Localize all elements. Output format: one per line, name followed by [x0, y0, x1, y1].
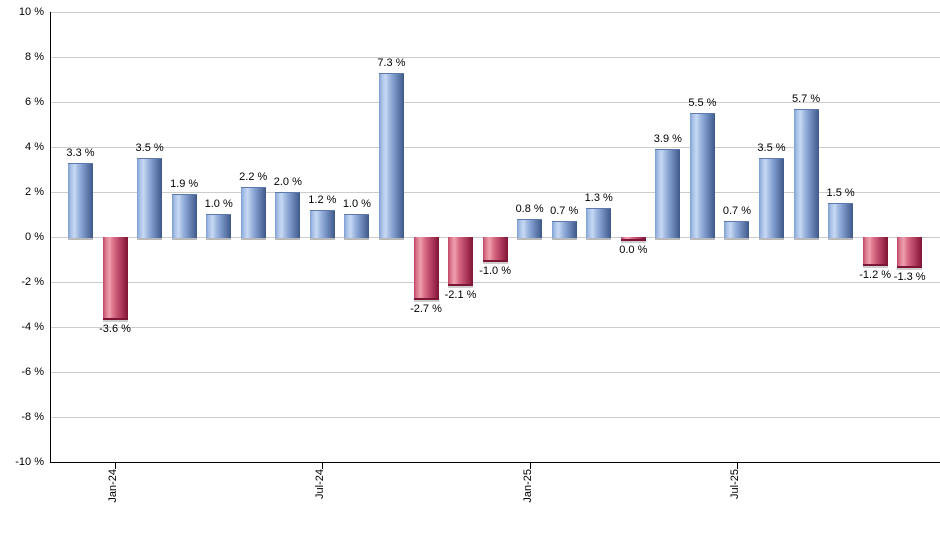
bar-Jan-24 — [102, 237, 128, 320]
y-axis-tick-label: -10 % — [15, 456, 44, 468]
bar-Nov-24 — [448, 237, 474, 286]
bar-value-label: 1.2 % — [308, 194, 337, 206]
bar-value-label: -2.7 % — [410, 303, 442, 315]
bar-value-label: 3.5 % — [135, 142, 164, 154]
y-axis-tick-label: 0 % — [25, 231, 44, 243]
bar-value-label: -1.2 % — [859, 269, 892, 281]
bar-Dec-23 — [68, 163, 93, 238]
gridline — [50, 57, 940, 58]
bar-May-24 — [240, 187, 266, 238]
bar-value-label: 1.0 % — [342, 198, 371, 210]
gridline — [50, 327, 940, 328]
bar-Feb-25 — [551, 221, 577, 238]
bar-value-label: 2.0 % — [273, 176, 302, 188]
y-axis-tick-label: 6 % — [25, 96, 44, 108]
bar-value-label: -2.1 % — [444, 289, 477, 301]
bar-value-label: 7.3 % — [377, 57, 406, 69]
bar-May-25 — [655, 149, 681, 238]
bar-value-label: -3.6 % — [99, 323, 131, 335]
bar-Dec-24 — [482, 237, 508, 262]
bar-Apr-24 — [206, 214, 232, 238]
y-axis-tick-label: -8 % — [21, 411, 44, 423]
bar-value-label: 0.7 % — [722, 205, 751, 217]
x-axis-tick-label: Jan-25 — [521, 469, 534, 503]
bar-Sep-24 — [378, 73, 404, 238]
gridline — [50, 282, 940, 283]
bar-Oct-25 — [828, 203, 854, 238]
bar-value-label: 5.7 % — [791, 93, 821, 105]
bar-Aug-24 — [344, 214, 370, 238]
y-axis-tick-label: -2 % — [21, 276, 44, 288]
bar-Apr-25 — [620, 237, 646, 241]
x-axis-tick — [115, 463, 117, 469]
bar-value-label: 0.8 % — [515, 203, 544, 215]
x-axis-tick-label: Jul-25 — [728, 469, 741, 499]
bar-Oct-24 — [413, 237, 439, 300]
bar-value-label: 1.9 % — [170, 178, 199, 190]
x-axis-tick-label: Jul-24 — [314, 469, 327, 499]
gridline — [50, 147, 940, 148]
bar-Jun-24 — [275, 192, 301, 238]
bar-Mar-24 — [171, 194, 197, 238]
x-axis-tick-label: Jan-24 — [107, 469, 120, 503]
bar-Jun-25 — [689, 113, 715, 238]
bar-Sep-25 — [793, 109, 819, 238]
gridline — [50, 417, 940, 418]
bar-value-label: 1.3 % — [584, 192, 613, 204]
bar-Mar-25 — [586, 208, 612, 238]
bar-Jul-24 — [309, 210, 335, 238]
x-axis-line — [50, 462, 940, 463]
bar-value-label: 2.2 % — [239, 171, 268, 183]
gridline — [50, 12, 940, 13]
bar-Dec-25 — [897, 237, 923, 268]
y-axis-tick-label: 8 % — [25, 51, 44, 63]
bar-value-label: 0.0 % — [619, 244, 648, 256]
x-axis-tick — [322, 463, 324, 469]
bar-Jul-25 — [724, 221, 750, 238]
gridline — [50, 192, 940, 193]
bar-value-label: 1.5 % — [826, 187, 855, 199]
bar-value-label: 0.7 % — [550, 205, 579, 217]
bar-Jan-25 — [517, 219, 543, 238]
x-axis-tick — [736, 463, 738, 469]
bar-value-label: 3.3 % — [66, 147, 95, 159]
bar-value-label: -1.0 % — [479, 265, 511, 277]
x-axis-tick — [529, 463, 531, 469]
bar-Aug-25 — [759, 158, 784, 238]
bar-value-label: 5.5 % — [688, 97, 717, 109]
y-axis-tick-label: 4 % — [25, 141, 44, 153]
gridline — [50, 102, 940, 103]
bar-Nov-25 — [862, 237, 888, 266]
bar-Feb-24 — [137, 158, 163, 238]
bar-value-label: 1.0 % — [204, 198, 233, 210]
bar-value-label: -1.3 % — [893, 271, 926, 283]
y-axis-line — [50, 12, 51, 462]
gridline — [50, 372, 940, 373]
y-axis-tick-label: -6 % — [21, 366, 44, 378]
y-axis-tick-label: -4 % — [21, 321, 44, 333]
bar-value-label: 3.9 % — [653, 133, 682, 145]
bar-value-label: 3.5 % — [757, 142, 786, 154]
y-axis-tick-label: 2 % — [25, 186, 44, 198]
y-axis-tick-label: 10 % — [18, 6, 44, 18]
